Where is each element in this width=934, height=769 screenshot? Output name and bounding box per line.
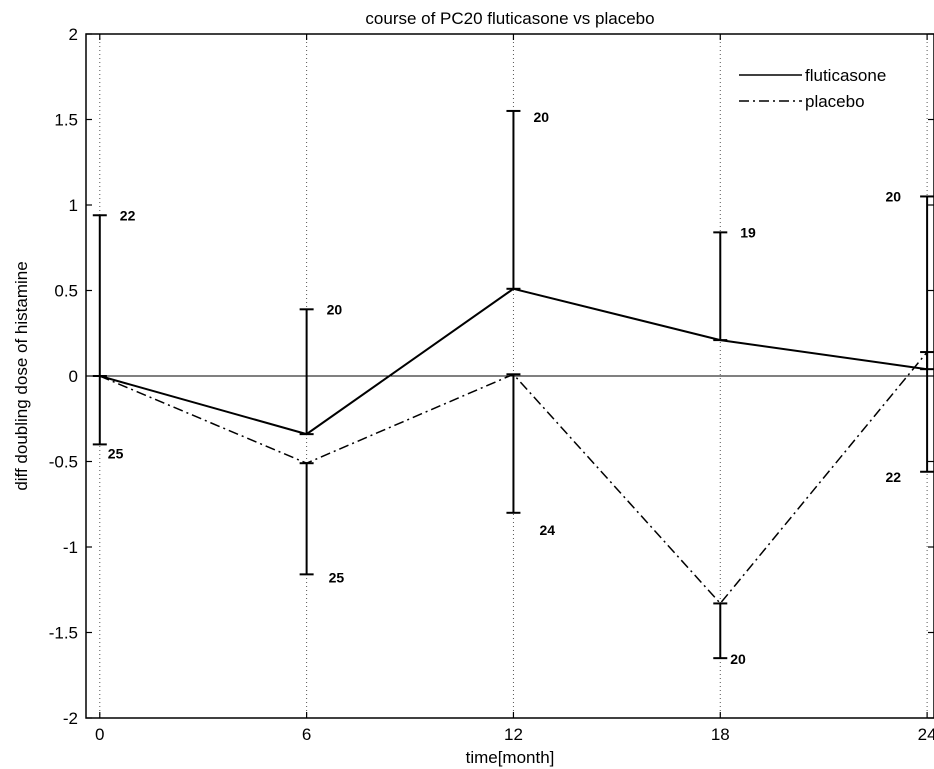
x-tick-label: 12 — [504, 725, 523, 744]
n-label: 20 — [327, 301, 343, 317]
n-label: 24 — [539, 522, 555, 538]
x-tick-label: 6 — [302, 725, 311, 744]
x-tick-label: 0 — [95, 725, 104, 744]
n-label: 22 — [120, 207, 136, 223]
n-label: 20 — [533, 109, 549, 125]
x-axis-label: time[month] — [466, 748, 555, 767]
y-tick-label: 0.5 — [54, 282, 78, 301]
chart-title: course of PC20 fluticasone vs placebo — [365, 9, 654, 28]
n-label: 22 — [886, 469, 902, 485]
n-label: 20 — [730, 651, 746, 667]
legend-label-fluticasone: fluticasone — [805, 66, 886, 85]
n-label: 19 — [740, 224, 756, 240]
legend-label-placebo: placebo — [805, 92, 865, 111]
n-label: 25 — [108, 445, 124, 461]
error-bar-layer — [92, 109, 934, 660]
x-tick-label: 18 — [711, 725, 730, 744]
y-tick-label: -1 — [63, 538, 78, 557]
legend: fluticasone placebo — [739, 66, 886, 111]
n-label: 20 — [886, 188, 902, 204]
y-tick-label: 1.5 — [54, 111, 78, 130]
tick-layer: 0 6 12 18 24 2 1.5 1 0.5 0 -0.5 -1 -1.5 -2 — [49, 25, 934, 744]
n-label-layer: 22 20 20 19 20 25 25 24 20 22 — [108, 109, 902, 667]
y-tick-label: -0.5 — [49, 453, 78, 472]
y-axis-label: diff doubling dose of histamine — [12, 261, 31, 490]
n-label: 25 — [329, 569, 345, 585]
x-tick-label: 24 — [918, 725, 934, 744]
y-tick-label: 2 — [69, 25, 78, 44]
y-tick-label: 1 — [69, 196, 78, 215]
y-tick-label: 0 — [69, 367, 78, 386]
y-tick-label: -2 — [63, 709, 78, 728]
y-tick-label: -1.5 — [49, 624, 78, 643]
